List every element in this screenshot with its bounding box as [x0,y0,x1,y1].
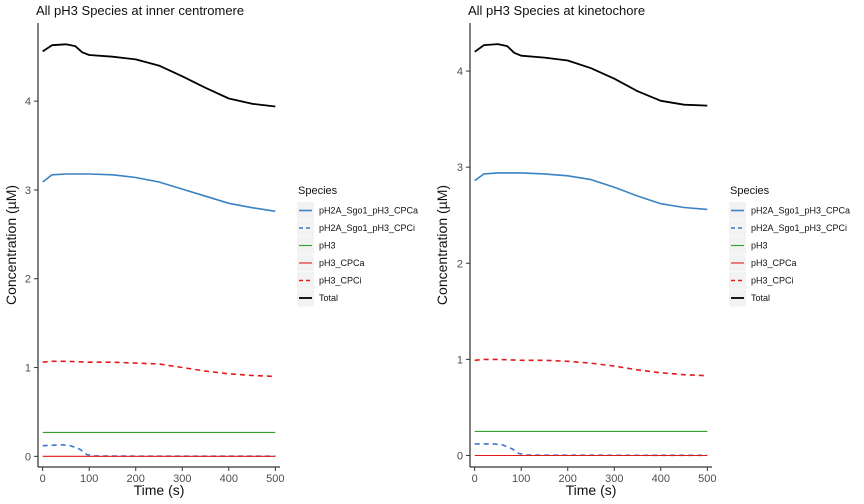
series-line-ph2a-sgo1-ph3-cpci [42,443,276,458]
legend-entry: pH3_CPCa [319,258,365,268]
series-line-ph2a-sgo1-ph3-cpci [474,443,708,457]
series-line-ph2a-sgo1-ph3-cpca [42,173,276,213]
legend-entry: pH2A_Sgo1_pH3_CPCi [319,223,415,233]
y-tick-label: 3 [457,162,463,174]
x-tick-label: 500 [698,473,716,485]
legend-entry: pH3_CPCi [751,276,794,286]
x-tick-label: 0 [472,473,478,485]
legend-entry: pH2A_Sgo1_pH3_CPCa [319,206,418,216]
x-axis-label: Time (s) [134,482,185,498]
y-tick-label: 0 [457,450,463,462]
chart-panel-2: All pH3 Species at kinetochore 0 100 200 300… [434,3,850,498]
legend-title: Species [298,185,338,197]
series-line-total [42,43,276,108]
chart-title: All pH3 Species at kinetochore [468,3,645,18]
y-axis-label: Concentration (µM) [434,185,450,305]
series-line-total [474,43,708,107]
x-tick-label: 400 [220,473,238,485]
y-tick-label: 2 [457,258,463,270]
series-line-ph2a-sgo1-ph3-cpca [474,172,708,211]
x-tick-label: 500 [266,473,284,485]
x-tick-label: 300 [173,473,191,485]
y-tick-label: 1 [25,363,31,375]
legend-key-bg [729,219,746,237]
legend-entry: Total [319,293,338,303]
legend-key-bg [297,219,314,237]
legend-entry: pH2A_Sgo1_pH3_CPCi [751,223,847,233]
series-line-ph3-cpci [474,358,708,377]
legend-key-bg [729,272,746,289]
x-tick-label: 300 [605,473,623,485]
legend: Species pH2A_Sgo1_pH3_CPCa pH2A_Sgo1_pH3_C… [729,185,850,307]
legend-entry: pH2A_Sgo1_pH3_CPCa [751,206,850,216]
x-tick-label: 100 [80,473,98,485]
legend-entry: pH3_CPCi [319,276,362,286]
legend-entry: pH3 [751,241,768,251]
y-tick-label: 1 [457,354,463,366]
y-tick-label: 3 [25,185,31,197]
legend-title: Species [730,185,770,197]
legend: Species pH2A_Sgo1_pH3_CPCa pH2A_Sgo1_pH3_C… [297,185,418,307]
legend-entry: pH3_CPCa [751,258,797,268]
x-axis-label: Time (s) [566,482,617,498]
chart-title: All pH3 Species at inner centromere [36,3,244,18]
x-tick-label: 400 [652,473,670,485]
y-tick-label: 4 [457,66,463,78]
y-tick-label: 0 [25,451,31,463]
legend-entry: Total [751,293,770,303]
y-axis-label: Concentration (µM) [3,185,19,305]
y-tick-label: 4 [25,96,31,108]
y-tick-label: 2 [25,274,31,286]
x-tick-label: 100 [512,473,530,485]
series-line-ph3-cpci [42,360,276,378]
legend-key-bg [297,272,314,289]
legend-entry: pH3 [319,241,336,251]
x-tick-label: 200 [127,473,145,485]
x-tick-label: 0 [40,473,46,485]
x-tick-label: 200 [559,473,577,485]
chart-panel-1: All pH3 Species at inner centromere 0 100 2… [3,3,418,498]
